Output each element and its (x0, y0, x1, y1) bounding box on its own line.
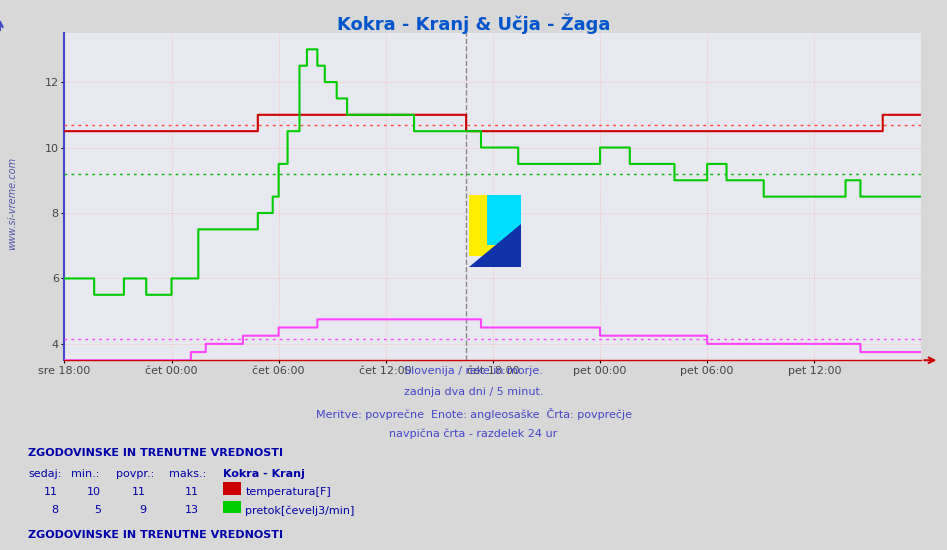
Text: navpična črta - razdelek 24 ur: navpična črta - razdelek 24 ur (389, 428, 558, 439)
Text: Kokra - Kranj: Kokra - Kranj (223, 469, 305, 479)
Text: maks.:: maks.: (169, 469, 205, 479)
Text: 11: 11 (185, 487, 199, 497)
Text: sedaj:: sedaj: (28, 469, 62, 479)
Text: www.si-vreme.com: www.si-vreme.com (8, 157, 17, 250)
Text: 10: 10 (87, 487, 100, 497)
Text: temperatura[F]: temperatura[F] (245, 487, 331, 497)
Text: pretok[čevelj3/min]: pretok[čevelj3/min] (245, 505, 354, 516)
Polygon shape (469, 224, 521, 267)
Text: min.:: min.: (71, 469, 99, 479)
Text: povpr.:: povpr.: (116, 469, 154, 479)
Text: Slovenija / reke in morje.: Slovenija / reke in morje. (404, 366, 543, 376)
Text: 11: 11 (133, 487, 147, 497)
Text: Kokra - Kranj & Učja - Žaga: Kokra - Kranj & Učja - Žaga (337, 14, 610, 34)
Bar (469, 195, 495, 256)
Text: 5: 5 (94, 505, 100, 515)
Text: 11: 11 (45, 487, 59, 497)
Text: ZGODOVINSKE IN TRENUTNE VREDNOSTI: ZGODOVINSKE IN TRENUTNE VREDNOSTI (28, 530, 283, 540)
Text: 13: 13 (185, 505, 199, 515)
Text: 9: 9 (139, 505, 147, 515)
Text: zadnja dva dni / 5 minut.: zadnja dva dni / 5 minut. (403, 387, 544, 397)
Polygon shape (487, 195, 521, 245)
Text: ZGODOVINSKE IN TRENUTNE VREDNOSTI: ZGODOVINSKE IN TRENUTNE VREDNOSTI (28, 448, 283, 458)
Text: 8: 8 (51, 505, 59, 515)
Text: Meritve: povprečne  Enote: angleosaške  Črta: povprečje: Meritve: povprečne Enote: angleosaške Čr… (315, 408, 632, 420)
